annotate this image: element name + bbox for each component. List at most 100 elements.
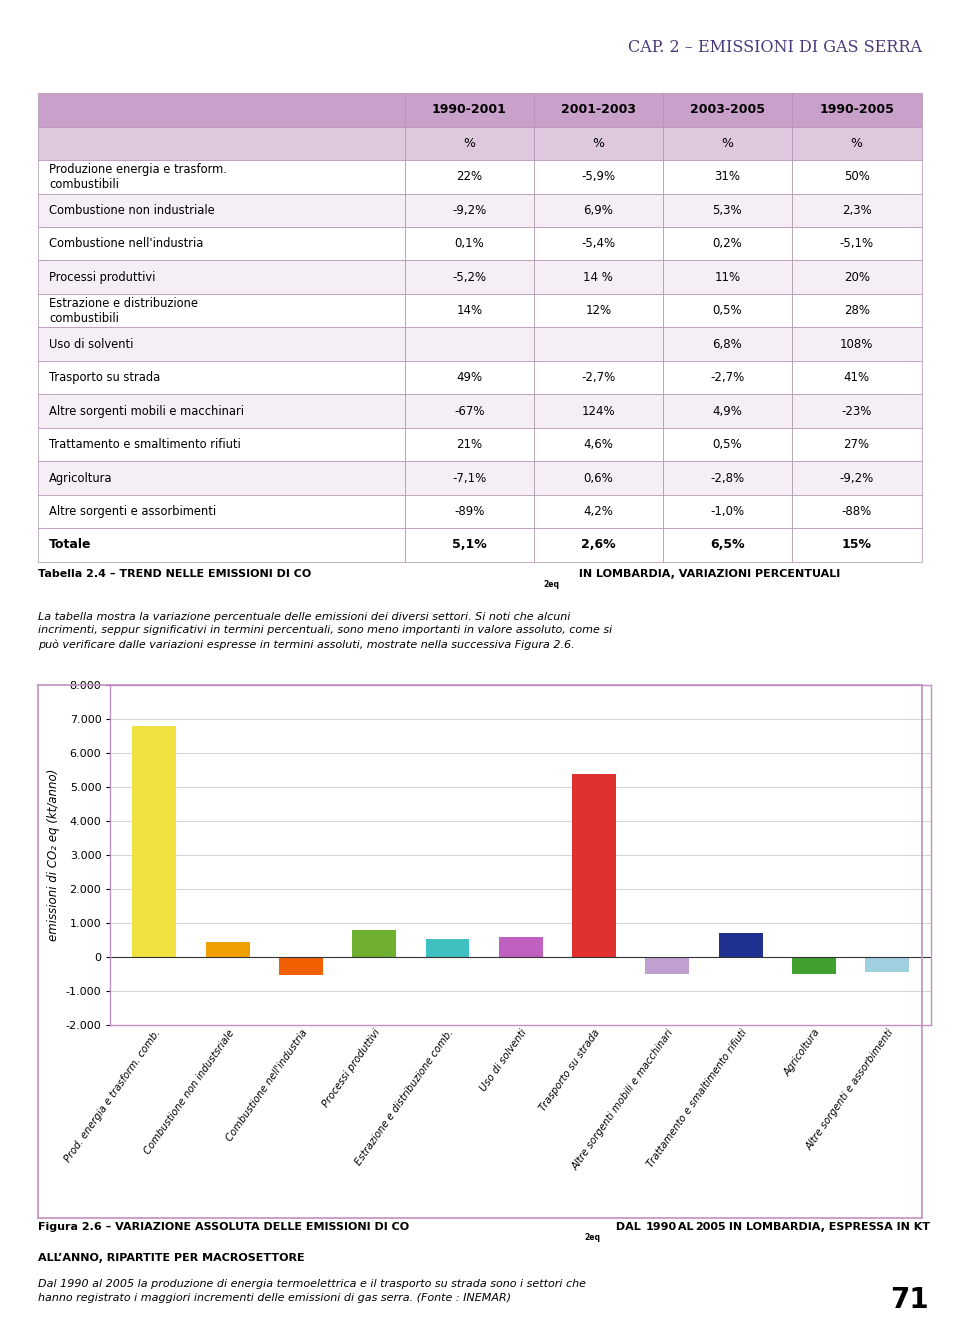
Text: DAL: DAL xyxy=(612,1222,645,1233)
Bar xyxy=(662,228,792,261)
Bar xyxy=(38,261,405,294)
Bar xyxy=(792,228,922,261)
Text: Combustione non industriale: Combustione non industriale xyxy=(49,204,215,217)
Bar xyxy=(405,327,534,361)
Text: 2eq: 2eq xyxy=(585,1233,600,1242)
Text: 49%: 49% xyxy=(456,371,483,385)
Bar xyxy=(534,126,662,160)
Text: AL: AL xyxy=(674,1222,698,1233)
Text: 2001-2003: 2001-2003 xyxy=(561,104,636,116)
Bar xyxy=(405,193,534,228)
Text: -9,2%: -9,2% xyxy=(840,471,874,484)
Bar xyxy=(405,93,534,126)
Bar xyxy=(38,193,405,228)
Bar xyxy=(38,294,405,327)
Bar xyxy=(792,427,922,462)
Bar xyxy=(792,394,922,427)
Text: Altre sorgenti e assorbimenti: Altre sorgenti e assorbimenti xyxy=(49,504,216,518)
Bar xyxy=(534,495,662,528)
Text: -2,7%: -2,7% xyxy=(710,371,744,385)
Text: %: % xyxy=(851,137,863,150)
Text: Estrazione e distribuzione
combustibili: Estrazione e distribuzione combustibili xyxy=(49,297,198,325)
Bar xyxy=(534,427,662,462)
Text: %: % xyxy=(464,137,475,150)
Text: 15%: 15% xyxy=(842,539,872,551)
Text: Tabella 2.4 – TREND NELLE EMISSIONI DI CO: Tabella 2.4 – TREND NELLE EMISSIONI DI C… xyxy=(38,570,312,579)
Bar xyxy=(405,160,534,193)
Text: 5,3%: 5,3% xyxy=(712,204,742,217)
Bar xyxy=(865,957,909,972)
Bar xyxy=(405,462,534,495)
Bar xyxy=(662,160,792,193)
Text: Dal 1990 al 2005 la produzione di energia termoelettrica e il trasporto su strad: Dal 1990 al 2005 la produzione di energi… xyxy=(38,1279,587,1303)
Text: 124%: 124% xyxy=(582,405,615,418)
Bar xyxy=(792,193,922,228)
Bar xyxy=(38,361,405,394)
Bar xyxy=(534,160,662,193)
Bar xyxy=(662,294,792,327)
Text: -1,0%: -1,0% xyxy=(710,504,744,518)
Bar xyxy=(405,427,534,462)
Text: 5,1%: 5,1% xyxy=(452,539,487,551)
Text: 0,6%: 0,6% xyxy=(584,471,613,484)
Text: -2,7%: -2,7% xyxy=(581,371,615,385)
Bar xyxy=(38,93,405,126)
Text: -7,1%: -7,1% xyxy=(452,471,487,484)
Bar xyxy=(38,327,405,361)
Bar xyxy=(279,957,323,976)
Text: %: % xyxy=(721,137,733,150)
Text: Trasporto su strada: Trasporto su strada xyxy=(49,371,160,385)
Bar xyxy=(792,495,922,528)
Text: -88%: -88% xyxy=(842,504,872,518)
Bar xyxy=(645,957,689,973)
Text: -5,1%: -5,1% xyxy=(840,237,874,250)
Bar xyxy=(792,294,922,327)
Bar xyxy=(425,938,469,957)
Text: -5,4%: -5,4% xyxy=(582,237,615,250)
Text: 22%: 22% xyxy=(456,170,483,184)
Text: Figura 2.6 – VARIAZIONE ASSOLUTA DELLE EMISSIONI DI CO: Figura 2.6 – VARIAZIONE ASSOLUTA DELLE E… xyxy=(38,1222,410,1233)
Bar xyxy=(792,261,922,294)
Text: -89%: -89% xyxy=(454,504,485,518)
Bar xyxy=(405,495,534,528)
Text: 1990-2001: 1990-2001 xyxy=(432,104,507,116)
Bar xyxy=(534,228,662,261)
Text: 11%: 11% xyxy=(714,270,740,284)
Text: 6,9%: 6,9% xyxy=(584,204,613,217)
Text: 6,5%: 6,5% xyxy=(710,539,745,551)
Bar xyxy=(572,773,616,957)
Text: Trattamento e smaltimento rifiuti: Trattamento e smaltimento rifiuti xyxy=(49,438,241,451)
Text: 2003-2005: 2003-2005 xyxy=(690,104,765,116)
Bar xyxy=(662,528,792,562)
Bar xyxy=(662,394,792,427)
Text: -5,9%: -5,9% xyxy=(582,170,615,184)
Text: 50%: 50% xyxy=(844,170,870,184)
Text: 27%: 27% xyxy=(844,438,870,451)
Bar xyxy=(662,126,792,160)
Bar xyxy=(534,361,662,394)
Text: 0,1%: 0,1% xyxy=(454,237,484,250)
Text: Agricoltura: Agricoltura xyxy=(49,471,112,484)
Bar xyxy=(405,126,534,160)
Bar xyxy=(405,528,534,562)
Text: 20%: 20% xyxy=(844,270,870,284)
Text: 2eq: 2eq xyxy=(543,580,560,590)
Text: 6,8%: 6,8% xyxy=(712,338,742,350)
Text: IN LOMBARDIA, ESPRESSA IN KT: IN LOMBARDIA, ESPRESSA IN KT xyxy=(725,1222,929,1233)
Bar xyxy=(662,361,792,394)
Bar xyxy=(38,427,405,462)
Bar xyxy=(792,462,922,495)
Bar xyxy=(719,933,762,957)
Bar xyxy=(792,327,922,361)
Text: 2005: 2005 xyxy=(695,1222,726,1233)
Text: 14 %: 14 % xyxy=(584,270,613,284)
Bar xyxy=(38,228,405,261)
Bar xyxy=(405,228,534,261)
Text: La tabella mostra la variazione percentuale delle emissioni dei diversi settori.: La tabella mostra la variazione percentu… xyxy=(38,612,612,650)
Y-axis label: emissioni di CO₂ eq (kt/anno): emissioni di CO₂ eq (kt/anno) xyxy=(47,769,60,941)
Bar xyxy=(792,528,922,562)
Text: 31%: 31% xyxy=(714,170,740,184)
Text: -67%: -67% xyxy=(454,405,485,418)
Bar xyxy=(499,937,542,957)
Text: Combustione nell'industria: Combustione nell'industria xyxy=(49,237,204,250)
